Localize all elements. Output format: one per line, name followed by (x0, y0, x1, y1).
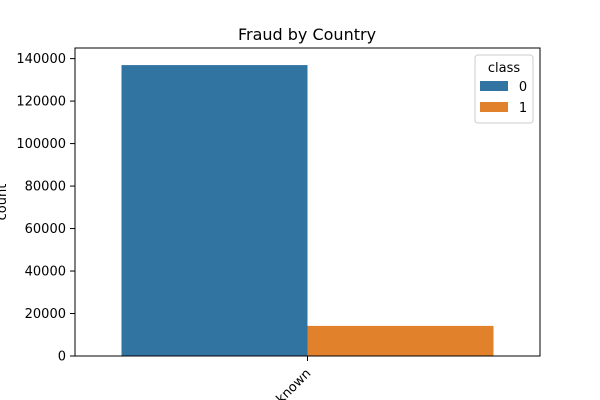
chart-title: Fraud by Country (238, 25, 376, 44)
x-tick-label: Unknown (261, 366, 314, 400)
legend-swatch-class-1 (480, 102, 508, 112)
y-tick-label: 0 (58, 350, 66, 365)
y-tick-label: 60000 (25, 222, 66, 237)
bar-class-0 (121, 65, 308, 357)
legend-title: class (488, 61, 520, 76)
y-axis-label: count (0, 184, 10, 221)
bar-class-1 (307, 325, 494, 356)
plot-area: 0 20000 40000 60000 80000 100000 120000 140000 U… (16, 47, 541, 400)
y-tick-label: 40000 (25, 265, 66, 280)
legend-label-class-1: 1 (519, 101, 527, 116)
legend: class 0 1 (474, 54, 534, 124)
axes-frame (74, 47, 541, 357)
y-tick-label: 140000 (16, 52, 66, 67)
y-tick-label: 100000 (16, 137, 66, 152)
legend-swatch-class-0 (480, 81, 508, 91)
y-tick-label: 80000 (25, 180, 66, 195)
y-tick-label: 20000 (25, 307, 66, 322)
y-tick-label: 120000 (16, 95, 66, 110)
legend-label-class-0: 0 (519, 80, 527, 95)
